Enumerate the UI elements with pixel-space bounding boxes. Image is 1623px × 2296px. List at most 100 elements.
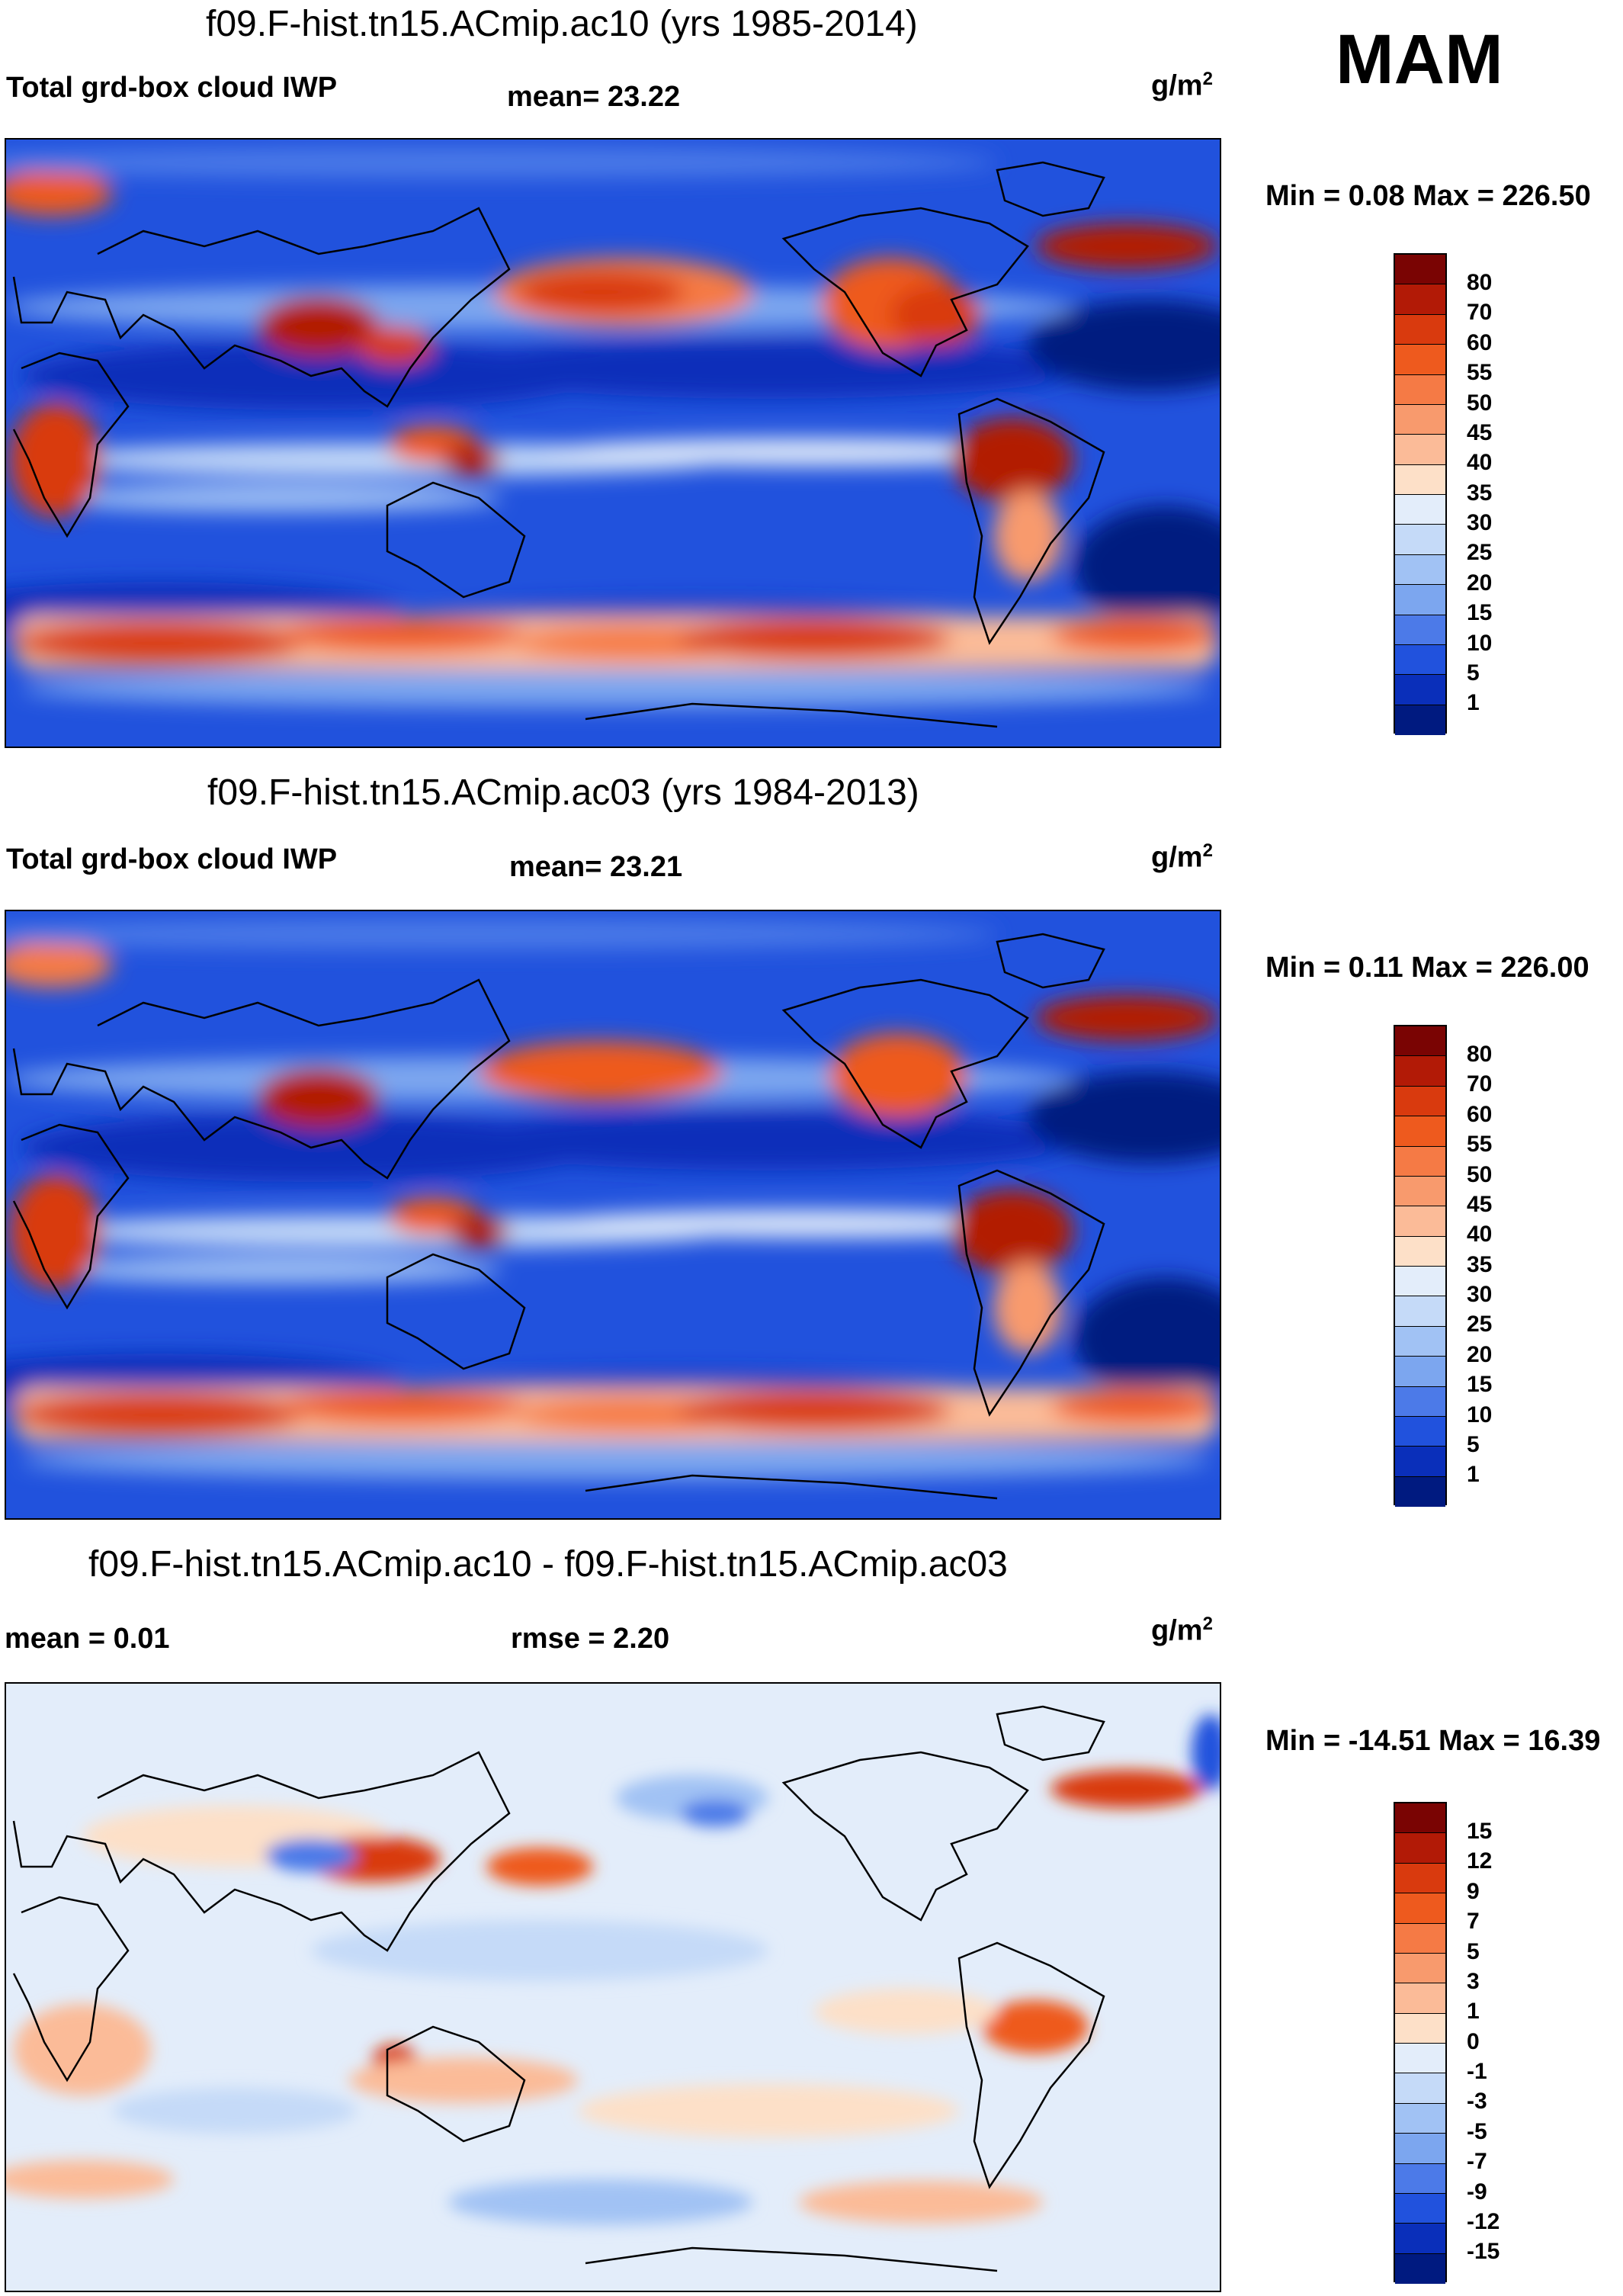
colorbar-label: 35 [1467, 1252, 1493, 1277]
colorbar-label: 1 [1467, 1999, 1480, 2024]
colorbar-label: -12 [1467, 2209, 1500, 2234]
colorbar-label: 1 [1467, 690, 1480, 715]
season-label: MAM [1336, 21, 1503, 98]
colorbar-swatch [1395, 1357, 1445, 1387]
colorbar-swatch [1395, 2044, 1445, 2074]
colorbar-label: 15 [1467, 1819, 1493, 1844]
colorbar-swatch [1395, 615, 1445, 645]
colorbar-label: 7 [1467, 1909, 1480, 1934]
colorbar-label: 45 [1467, 420, 1493, 445]
panel-3-units: g/m2 [1151, 1614, 1213, 1647]
colorbar-swatch [1395, 644, 1445, 676]
panel-1-center-label: mean= 23.22 [507, 81, 681, 113]
colorbar-swatch [1395, 705, 1445, 735]
colorbar-swatch [1395, 1026, 1445, 1057]
colorbar-swatch [1395, 2073, 1445, 2104]
colorbar-swatch [1395, 1923, 1445, 1954]
panel-3-map-field [6, 1684, 1220, 2291]
colorbar-swatch [1395, 1146, 1445, 1177]
panel-3-left-label: mean = 0.01 [5, 1623, 170, 1655]
colorbar-swatch [1395, 1476, 1445, 1507]
colorbar-swatch [1395, 1056, 1445, 1087]
colorbar-label: 15 [1467, 600, 1493, 625]
colorbar-label: 20 [1467, 1342, 1493, 1367]
colorbar-swatch [1395, 1176, 1445, 1207]
colorbar-swatch [1395, 2134, 1445, 2164]
colorbar-label: 12 [1467, 1848, 1493, 1874]
colorbar-label: 20 [1467, 570, 1493, 596]
colorbar-swatch [1395, 1206, 1445, 1237]
colorbar-label: 25 [1467, 540, 1493, 565]
colorbar-swatch [1395, 464, 1445, 495]
colorbar-label: 40 [1467, 1222, 1493, 1247]
panel-2-map-field [6, 911, 1220, 1518]
colorbar-swatch [1395, 1086, 1445, 1117]
panel-2-colorbar-labels: 80 70 60 55 50 45 40 35 30 25 20 15 10 5… [1467, 1025, 1543, 1505]
colorbar-swatch [1395, 1296, 1445, 1327]
colorbar-label: -1 [1467, 2059, 1487, 2084]
colorbar-label: 45 [1467, 1192, 1493, 1217]
colorbar-swatch [1395, 675, 1445, 705]
panel-3-title: f09.F-hist.tn15.ACmip.ac10 - f09.F-hist.… [88, 1544, 1008, 1585]
colorbar-swatch [1395, 2103, 1445, 2134]
panel-2-units: g/m2 [1151, 840, 1213, 874]
colorbar-swatch [1395, 1833, 1445, 1864]
panel-2-center-label: mean= 23.21 [509, 851, 683, 883]
colorbar-swatch [1395, 2193, 1445, 2224]
colorbar-swatch [1395, 1326, 1445, 1357]
colorbar-swatch [1395, 1116, 1445, 1147]
panel-2-colorbar [1394, 1025, 1447, 1507]
colorbar-swatch [1395, 495, 1445, 525]
panel-1-map [5, 138, 1221, 748]
colorbar-swatch [1395, 2013, 1445, 2044]
panel-1-units: g/m2 [1151, 69, 1213, 102]
panel-1-colorbar-labels: 80 70 60 55 50 45 40 35 30 25 20 15 10 5… [1467, 253, 1543, 734]
colorbar-label: 30 [1467, 510, 1493, 535]
colorbar-swatch [1395, 255, 1445, 285]
colorbar-label: 80 [1467, 270, 1493, 295]
panel-1-minmax: Min = 0.08 Max = 226.50 [1265, 180, 1591, 212]
colorbar-swatch [1395, 1803, 1445, 1834]
colorbar-swatch [1395, 1863, 1445, 1894]
panel-1-left-label: Total grd-box cloud IWP [6, 72, 338, 104]
colorbar-swatch [1395, 314, 1445, 345]
colorbar-label: 30 [1467, 1282, 1493, 1307]
colorbar-swatch [1395, 585, 1445, 615]
colorbar-label: 5 [1467, 660, 1480, 686]
colorbar-label: 50 [1467, 1162, 1493, 1187]
panel-3-colorbar-labels: 15 12 9 7 5 3 1 0 -1 -3 -5 -7 -9 -12 -15 [1467, 1802, 1543, 2282]
colorbar-label: -9 [1467, 2179, 1487, 2204]
colorbar-swatch [1395, 435, 1445, 465]
panel-1-map-field [6, 140, 1220, 747]
colorbar-swatch [1395, 404, 1445, 435]
panel-1-title: f09.F-hist.tn15.ACmip.ac10 (yrs 1985-201… [206, 4, 918, 44]
colorbar-swatch [1395, 1447, 1445, 1477]
colorbar-label: 70 [1467, 300, 1493, 325]
colorbar-swatch [1395, 1416, 1445, 1447]
colorbar-swatch [1395, 374, 1445, 405]
panel-2-left-label: Total grd-box cloud IWP [6, 843, 338, 875]
colorbar-swatch [1395, 284, 1445, 315]
colorbar-label: 1 [1467, 1462, 1480, 1487]
colorbar-label: 60 [1467, 330, 1493, 355]
colorbar-swatch [1395, 1893, 1445, 1924]
colorbar-label: 10 [1467, 631, 1493, 656]
colorbar-label: 60 [1467, 1102, 1493, 1127]
colorbar-swatch [1395, 1983, 1445, 2014]
colorbar-label: 5 [1467, 1939, 1480, 1964]
panel-3-colorbar [1394, 1802, 1447, 2284]
colorbar-label: 0 [1467, 2029, 1480, 2054]
colorbar-label: 50 [1467, 390, 1493, 416]
colorbar-label: 40 [1467, 450, 1493, 475]
panel-1-colorbar [1394, 253, 1447, 735]
panel-2-title: f09.F-hist.tn15.ACmip.ac03 (yrs 1984-201… [207, 772, 919, 813]
panel-2-minmax: Min = 0.11 Max = 226.00 [1265, 952, 1589, 984]
colorbar-swatch [1395, 2163, 1445, 2194]
panel-3-map [5, 1682, 1221, 2292]
colorbar-label: -3 [1467, 2089, 1487, 2114]
colorbar-label: 55 [1467, 1132, 1493, 1157]
colorbar-swatch [1395, 525, 1445, 555]
colorbar-swatch [1395, 1386, 1445, 1417]
colorbar-swatch [1395, 1953, 1445, 1984]
colorbar-swatch [1395, 2253, 1445, 2284]
